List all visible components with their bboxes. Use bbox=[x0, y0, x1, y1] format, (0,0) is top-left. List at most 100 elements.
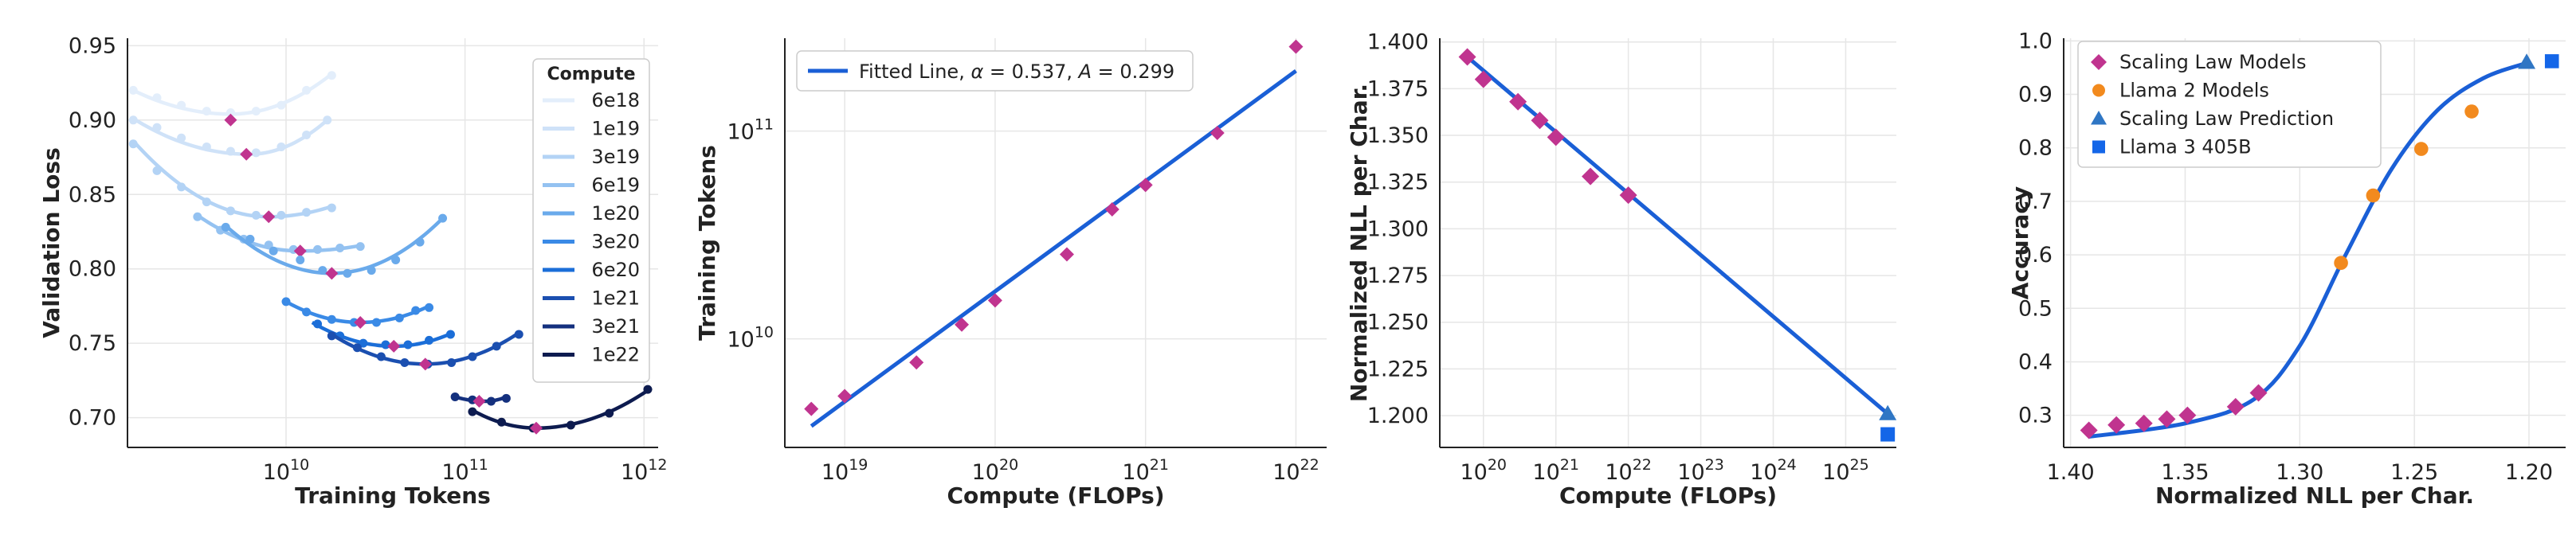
fit-curve-6e18 bbox=[132, 72, 333, 116]
data-point bbox=[221, 222, 230, 232]
legend-box bbox=[796, 50, 1194, 92]
series-1e19 bbox=[128, 115, 332, 161]
x-tick-label: 1012 bbox=[621, 456, 668, 485]
data-point bbox=[468, 407, 477, 416]
series-Scaling Law Prediction bbox=[2518, 53, 2536, 69]
data-point bbox=[987, 293, 1002, 308]
legend-label: 1e19 bbox=[591, 118, 640, 140]
data-point bbox=[2158, 410, 2176, 428]
data-point bbox=[251, 148, 261, 158]
legend-label: 6e19 bbox=[591, 174, 640, 197]
data-point bbox=[391, 255, 401, 264]
data-point bbox=[376, 352, 386, 361]
y-tick-label: 1.250 bbox=[1367, 310, 1429, 335]
data-point bbox=[381, 340, 390, 350]
y-tick-label: 1010 bbox=[727, 324, 774, 353]
x-tick-label: 1.35 bbox=[2161, 460, 2209, 485]
data-point bbox=[605, 408, 614, 418]
y-tick-label: 0.85 bbox=[69, 182, 116, 207]
min-marker-6e20 bbox=[387, 339, 401, 353]
data-point bbox=[251, 107, 261, 116]
series-3e20 bbox=[281, 297, 434, 329]
min-marker-6e18 bbox=[224, 113, 237, 127]
data-point bbox=[327, 203, 336, 213]
x-tick-label: 1.25 bbox=[2390, 460, 2438, 485]
data-point bbox=[327, 71, 336, 80]
data-point bbox=[1619, 186, 1637, 205]
x-tick-label: 1022 bbox=[1605, 456, 1652, 485]
legend-label: Llama 2 Models bbox=[2119, 80, 2269, 102]
x-tick-label: 1021 bbox=[1122, 456, 1169, 485]
min-marker-1e20 bbox=[325, 267, 339, 280]
data-point bbox=[468, 352, 477, 361]
data-point bbox=[313, 319, 323, 329]
data-point bbox=[411, 306, 421, 315]
x-tick-label: 1.40 bbox=[2047, 460, 2095, 485]
data-point bbox=[514, 330, 523, 339]
fit-curve-6e19 bbox=[196, 213, 364, 253]
series-3e19 bbox=[128, 139, 336, 224]
data-point bbox=[501, 393, 511, 403]
data-point bbox=[1104, 201, 1119, 217]
min-marker-1e21 bbox=[418, 357, 432, 371]
min-marker-6e19 bbox=[293, 244, 307, 258]
data-point bbox=[177, 133, 186, 143]
legend-box bbox=[2077, 41, 2382, 168]
legend-label: 1e21 bbox=[591, 287, 640, 310]
legend-label: 1e20 bbox=[591, 202, 640, 225]
data-point bbox=[367, 266, 376, 275]
data-point bbox=[177, 100, 186, 110]
legend-marker bbox=[2092, 140, 2105, 154]
legend-label: Scaling Law Models bbox=[2119, 51, 2306, 73]
y-tick-label: 1.0 bbox=[2018, 29, 2053, 53]
data-point bbox=[1474, 70, 1492, 88]
y-axis-label: Normalized NLL per Char. bbox=[1346, 84, 1372, 402]
data-point bbox=[1210, 125, 1225, 140]
y-tick-label: 1.375 bbox=[1367, 76, 1429, 101]
data-point bbox=[276, 210, 286, 220]
data-point bbox=[909, 355, 924, 370]
series-1e22 bbox=[468, 385, 653, 435]
y-tick-label: 1.225 bbox=[1367, 357, 1429, 381]
data-point bbox=[2413, 142, 2429, 156]
x-tick-label: 1019 bbox=[821, 456, 868, 485]
data-point bbox=[313, 244, 323, 254]
data-point bbox=[202, 107, 211, 116]
observed-marker bbox=[1880, 427, 1896, 442]
y-axis-label: Accuracy bbox=[2007, 186, 2033, 299]
data-point bbox=[2464, 104, 2479, 119]
data-point bbox=[302, 307, 312, 317]
data-point bbox=[327, 314, 336, 324]
chart-normalized-nll: 1.200 1.225 1.250 1.275 1.300 1.325 1.350 1.375… bbox=[1346, 30, 1897, 509]
legend-label: Scaling Law Prediction bbox=[2119, 107, 2334, 130]
data-point bbox=[128, 115, 138, 125]
series-6e18 bbox=[128, 71, 336, 127]
y-tick-label: 0.6 bbox=[2018, 243, 2053, 268]
min-marker-1e19 bbox=[240, 147, 253, 161]
data-point bbox=[486, 396, 496, 406]
data-point bbox=[359, 338, 368, 348]
x-tick-label: 1020 bbox=[972, 456, 1019, 485]
y-tick-label: 0.75 bbox=[69, 331, 116, 356]
data-point bbox=[1059, 247, 1074, 262]
legend-title: Compute bbox=[547, 64, 635, 84]
data-point bbox=[2107, 416, 2126, 434]
chart-training-tokens: 1010 1011 1019 1020 1021 1022 Compute (FLOPs) T… bbox=[694, 38, 1327, 509]
data-point bbox=[2135, 414, 2153, 432]
data-point bbox=[566, 420, 575, 430]
y-tick-label: 1.300 bbox=[1367, 217, 1429, 241]
prediction-marker bbox=[1879, 404, 1897, 420]
data-point bbox=[415, 237, 425, 247]
data-point bbox=[837, 389, 853, 404]
data-point bbox=[1531, 111, 1549, 130]
legend-box bbox=[532, 58, 650, 383]
data-point bbox=[2080, 421, 2098, 439]
x-tick-label: 1023 bbox=[1677, 456, 1724, 485]
data-point bbox=[335, 244, 345, 253]
y-tick-label: 0.8 bbox=[2018, 136, 2053, 161]
legend-label: 3e19 bbox=[591, 146, 640, 168]
x-tick-label: 1025 bbox=[1822, 456, 1869, 485]
series-1e21 bbox=[327, 330, 523, 371]
series-Scaling Law Models bbox=[2080, 384, 2268, 439]
